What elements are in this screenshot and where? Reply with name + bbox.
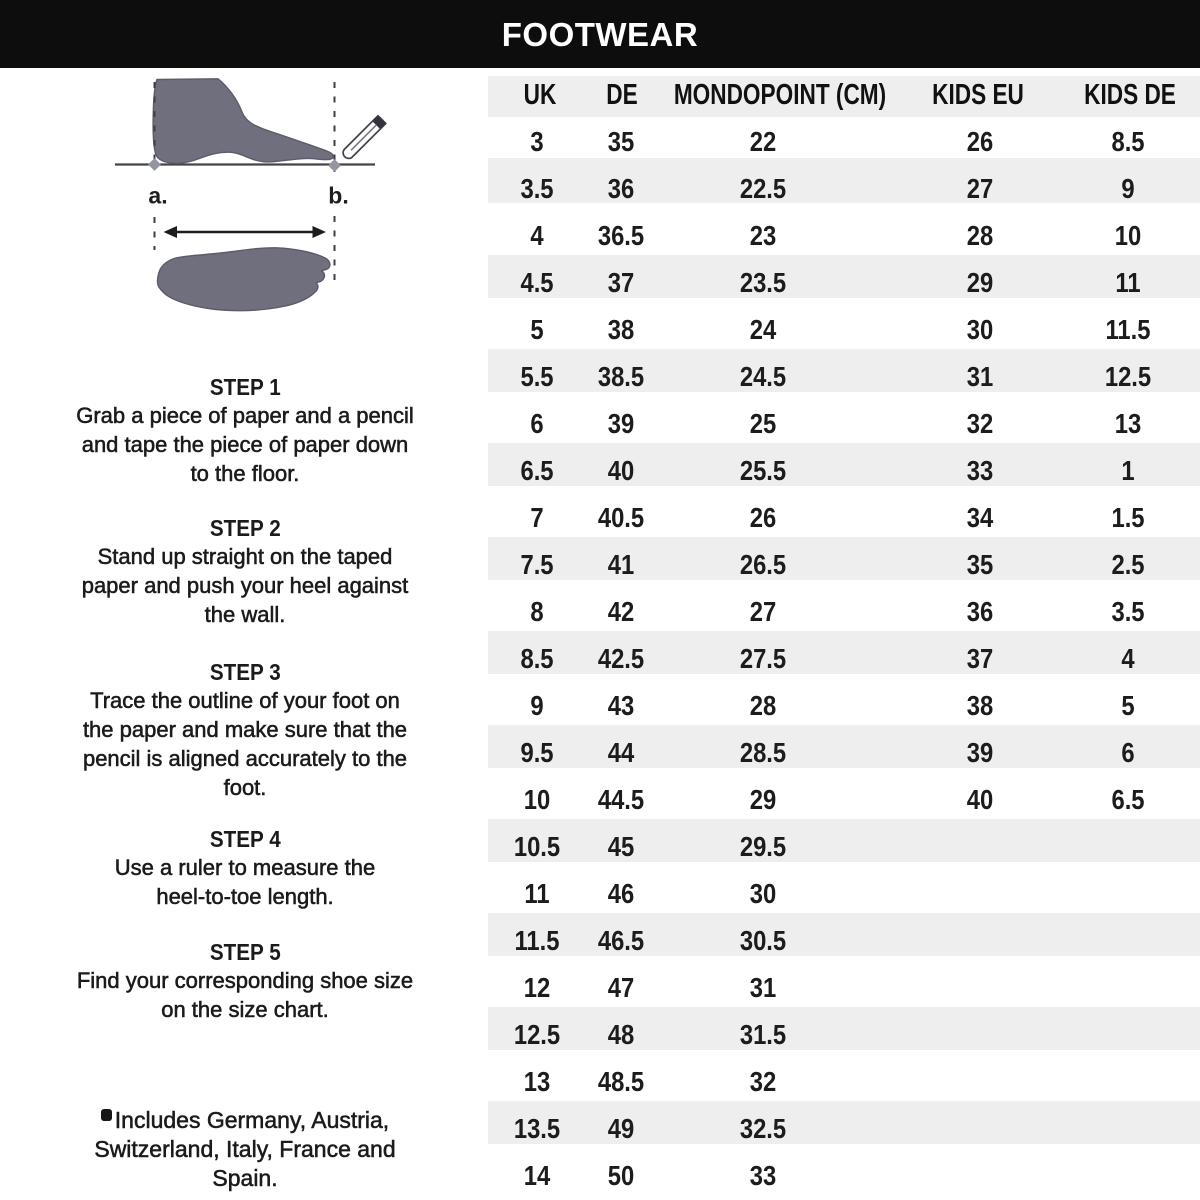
svg-text:b.: b.	[328, 183, 348, 209]
svg-text:a.: a.	[148, 183, 167, 209]
